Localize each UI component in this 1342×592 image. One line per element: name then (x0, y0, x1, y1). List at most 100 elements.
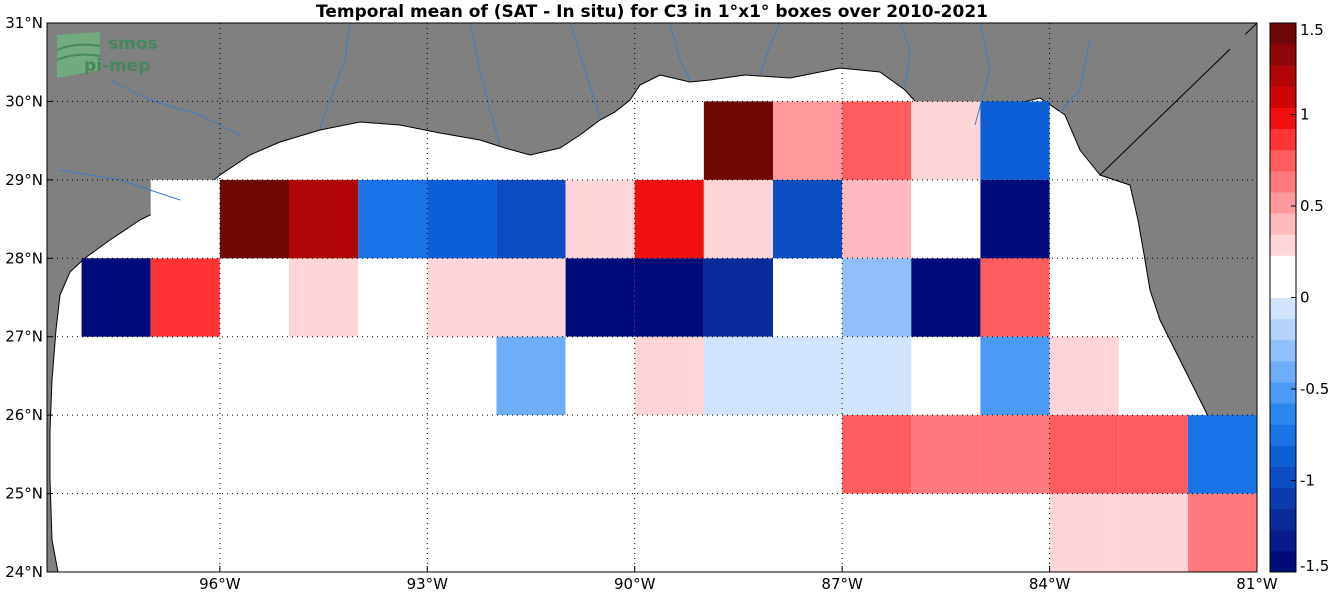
colorbar-segment (1270, 508, 1296, 531)
grid-cell-15 (219, 336, 289, 416)
colorbar-segment (1270, 128, 1296, 151)
coastal-cell-12 (980, 179, 1050, 259)
x-tick-label: 96°W (199, 575, 241, 592)
colorbar-segment (1270, 297, 1296, 320)
colorbar-tick-label: 1.5 (1300, 21, 1324, 39)
colorbar-segment (1270, 86, 1296, 108)
colorbar-segment (1270, 360, 1296, 383)
grid-cell-23 (980, 336, 1050, 416)
grid-cell-30 (1118, 415, 1188, 494)
grid-cell-27 (911, 415, 981, 494)
y-tick-label: 24°N (5, 563, 43, 581)
grid-cell-3 (289, 258, 359, 337)
colorbar-segment (1270, 445, 1296, 467)
grid-cell-8 (634, 258, 704, 337)
map-title: Temporal mean of (SAT - In situ) for C3 … (316, 2, 988, 22)
data-cells (81, 101, 1257, 572)
grid-cell-4 (358, 258, 428, 337)
colorbar-segment (1270, 318, 1296, 341)
coastal-cell-5 (496, 179, 566, 259)
grid-cell-1 (150, 258, 220, 337)
grid-cell-5 (427, 258, 497, 337)
grid-cell-19 (634, 336, 704, 416)
colorbar-segment (1270, 381, 1296, 404)
grid-cell-17 (496, 336, 566, 416)
colorbar-segment (1270, 424, 1296, 446)
grid-cell-7 (565, 258, 635, 337)
grid-cell-31 (1049, 493, 1119, 572)
coastal-cell-7 (634, 179, 704, 259)
grid-cell-32 (1118, 493, 1188, 572)
colorbar-segment (1270, 255, 1296, 277)
grid-cell-16 (289, 336, 359, 416)
grid-cell-25 (634, 415, 704, 494)
x-tick-label: 93°W (407, 575, 449, 592)
grid-cell-21 (773, 336, 843, 416)
grid-cell-22 (842, 336, 912, 416)
coastal-cell-16 (911, 101, 981, 180)
y-tick-label: 27°N (5, 328, 43, 346)
x-tick-label: 81°W (1236, 575, 1278, 592)
grid-cell-24 (1049, 336, 1119, 416)
grid-cell-10 (773, 258, 843, 337)
colorbar-segment (1270, 466, 1296, 489)
grid-cell-13 (980, 258, 1050, 337)
land-north-gulf-coast (47, 23, 1257, 572)
colorbar-segment (1270, 403, 1296, 425)
grid-cell-2 (219, 258, 289, 337)
grid-cell-18 (565, 336, 635, 416)
rivers (59, 23, 1091, 201)
colorbar-tick-label: 1 (1300, 106, 1310, 124)
grid-cell-0 (81, 258, 151, 337)
coastal-cell-15 (842, 101, 912, 180)
coastal-cell-4 (427, 179, 497, 259)
smos-pimep-logo: smos pi-mep (56, 32, 158, 78)
colorbar-segment (1270, 213, 1296, 235)
colorbar-tick-label: -0.5 (1300, 380, 1329, 398)
land-florida-east (1230, 30, 1257, 480)
x-tick-label: 84°W (1029, 575, 1071, 592)
coastal-cell-1 (219, 179, 289, 259)
x-tick-label: 87°W (821, 575, 863, 592)
colorbar-segment (1270, 149, 1296, 172)
coastal-cell-10 (842, 179, 912, 259)
colorbar-segment (1270, 234, 1296, 256)
y-tick-label: 28°N (5, 249, 43, 267)
y-tick-label: 31°N (5, 14, 43, 32)
grid-cell-9 (703, 258, 773, 337)
colorbar-segment (1270, 550, 1296, 573)
colorbar-segment (1270, 107, 1296, 130)
colorbar-segment (1270, 23, 1296, 45)
y-tick-label: 30°N (5, 92, 43, 110)
coastal-cell-2 (289, 179, 359, 259)
grid-cell-12 (911, 258, 981, 337)
coastal-cell-8 (703, 179, 773, 259)
colorbar-segment (1270, 487, 1296, 510)
coastal-cell-6 (565, 179, 635, 259)
y-tick-label: 25°N (5, 485, 43, 503)
coastal-cell-9 (773, 179, 843, 259)
logo-text-smos: smos (108, 34, 158, 54)
grid-cell-11 (842, 258, 912, 337)
coastal-cell-11 (911, 179, 981, 259)
colorbar-tick-label: 0 (1300, 289, 1310, 307)
coastal-cell-14 (773, 101, 843, 180)
logo-text-pimep: pi-mep (84, 56, 150, 76)
colorbar-segment (1270, 65, 1296, 87)
coastal-cell-17 (980, 101, 1050, 180)
colorbar-segment (1270, 170, 1296, 193)
grid-cell-26 (842, 415, 912, 494)
colorbar: 1.5 1 0.5 0 -0.5 -1 -1.5 (1269, 21, 1329, 575)
colorbar-segment (1270, 44, 1296, 66)
colorbar-segment (1270, 529, 1296, 552)
y-tick-label: 29°N (5, 171, 43, 189)
grid-cell-20 (703, 336, 773, 416)
colorbar-segment (1270, 339, 1296, 362)
colorbar-tick-label: -1.5 (1300, 557, 1329, 575)
coastal-cell-13 (703, 101, 773, 180)
colorbar-tick-label: -1 (1300, 472, 1315, 490)
grid-cell-28 (980, 415, 1050, 494)
colorbar-segment (1270, 191, 1296, 214)
grid-cell-33 (1187, 493, 1257, 572)
